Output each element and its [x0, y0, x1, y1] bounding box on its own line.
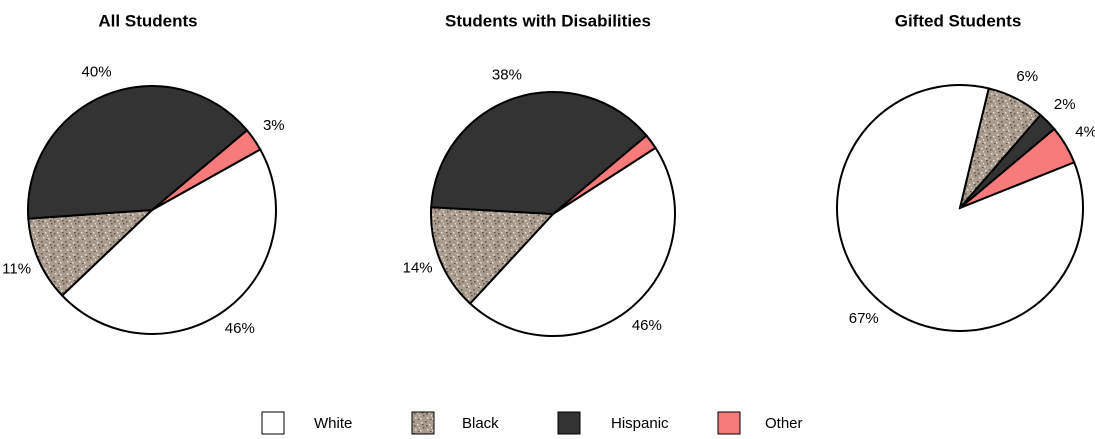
chart-title: All Students: [98, 11, 197, 30]
legend-swatch: [717, 411, 741, 435]
legend-label: White: [314, 415, 352, 432]
chart-title: Students with Disabilities: [445, 11, 651, 30]
value-label: 3%: [263, 117, 285, 134]
value-label: 46%: [632, 317, 662, 334]
legend-swatch: [411, 411, 435, 435]
legend-swatch: [261, 411, 285, 435]
legend-label: Other: [765, 415, 803, 432]
value-label: 11%: [2, 261, 31, 278]
pie-slice: [27, 85, 249, 220]
value-label: 6%: [1016, 68, 1038, 85]
pie-slice: [468, 146, 676, 337]
value-label: 67%: [849, 310, 879, 327]
value-label: 46%: [225, 320, 255, 337]
pie-slice: [959, 113, 1056, 209]
value-label: 38%: [492, 66, 522, 83]
pie-slice: [60, 148, 277, 335]
legend-label: Black: [462, 415, 499, 432]
legend-swatch: [557, 411, 581, 435]
pie-slice: [430, 91, 648, 216]
pie-slice: [27, 208, 155, 297]
pie-slice: [430, 206, 556, 305]
value-label: 2%: [1054, 96, 1076, 113]
chart-title: Gifted Students: [895, 11, 1022, 30]
value-label: 40%: [82, 64, 112, 81]
value-label: 14%: [403, 260, 433, 277]
legend-label: Hispanic: [611, 415, 669, 432]
value-label: 4%: [1075, 124, 1095, 141]
